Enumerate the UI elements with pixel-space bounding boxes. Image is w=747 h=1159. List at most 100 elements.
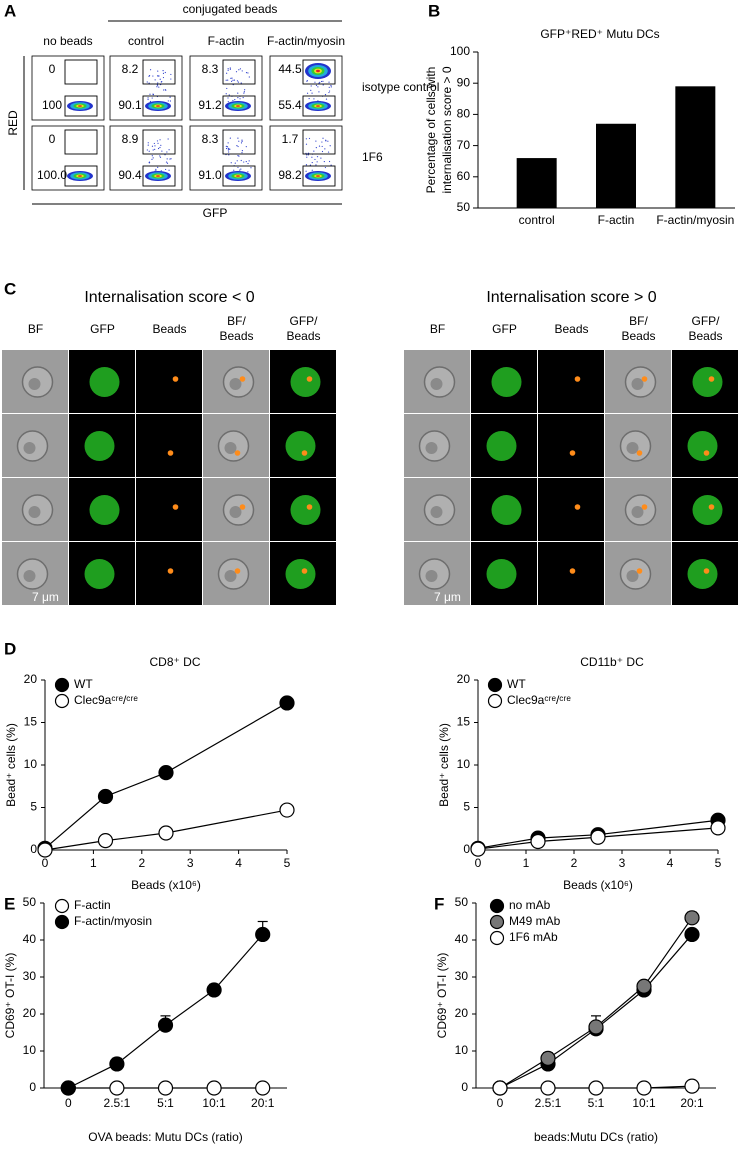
event-dot — [318, 145, 321, 147]
gfp-cell — [285, 559, 316, 589]
gate — [142, 95, 176, 117]
nucleus — [430, 506, 443, 518]
event-dot — [167, 138, 169, 140]
bead — [234, 450, 241, 456]
chart-title: GFP⁺RED⁺ Mutu DCs — [540, 27, 659, 41]
event-dot — [239, 68, 242, 70]
column-header: F-actin/myosin — [267, 34, 345, 48]
event-dot — [327, 151, 330, 153]
column-header: Beads — [554, 322, 588, 336]
event-dot — [330, 86, 332, 88]
column-header: no beads — [43, 34, 92, 48]
y-axis-label: CD69⁺ OT-I (%) — [3, 953, 17, 1039]
event-dot — [330, 84, 332, 87]
bead — [301, 450, 308, 456]
event-dot — [239, 169, 241, 171]
event-dot — [228, 151, 230, 153]
marker — [109, 1080, 125, 1096]
y-tick-label: 20 — [455, 1006, 469, 1020]
density — [316, 175, 320, 177]
event-dot — [243, 91, 245, 93]
marker — [109, 1056, 125, 1072]
y-axis-label: RED — [6, 110, 20, 136]
gate-value: 8.2 — [122, 62, 139, 76]
event-dot — [156, 86, 158, 88]
event-dot — [225, 79, 227, 81]
event-dot — [250, 167, 252, 169]
event-dot — [241, 70, 243, 72]
event-dot — [317, 86, 319, 88]
gate — [222, 59, 256, 85]
event-dot — [229, 148, 231, 150]
y-tick-label: 40 — [455, 932, 469, 946]
event-dot — [155, 168, 157, 170]
event-dot — [315, 147, 317, 149]
bead — [708, 504, 715, 510]
event-dot — [154, 148, 156, 151]
marker — [636, 1080, 652, 1096]
event-dot — [157, 166, 159, 168]
flow-plot — [109, 125, 183, 191]
gate-value: 0 — [49, 132, 56, 146]
gfp-cell — [692, 495, 723, 525]
bead — [703, 450, 710, 456]
x-tick-label: 2.5:1 — [104, 1096, 131, 1110]
event-dot — [238, 69, 240, 71]
gfp-cell — [692, 367, 723, 397]
event-dot — [328, 86, 330, 88]
density — [316, 105, 320, 107]
flow-plot — [269, 125, 343, 191]
bead — [167, 568, 174, 574]
event-dot — [241, 139, 243, 141]
gfp-cell — [84, 559, 115, 589]
gate-value: 8.3 — [202, 132, 219, 146]
event-dot — [306, 156, 308, 158]
legend-marker — [54, 914, 70, 930]
event-dot — [165, 161, 168, 163]
event-dot — [237, 97, 239, 99]
event-dot — [162, 70, 164, 72]
x-axis-label: Beads (x10⁶) — [131, 878, 201, 892]
event-dot — [245, 160, 247, 163]
event-dot — [161, 150, 163, 152]
event-dot — [159, 155, 161, 157]
panel-label: E — [4, 894, 15, 913]
y-tick-label: 50 — [23, 895, 37, 909]
x-tick-label: 0 — [475, 856, 482, 870]
legend-marker — [54, 677, 70, 693]
event-dot — [247, 162, 249, 165]
scale-bar: 7 μm — [32, 590, 59, 604]
x-axis-label: OVA beads: Mutu DCs (ratio) — [88, 1130, 243, 1144]
marker — [255, 1080, 271, 1096]
gate-value: 100.0 — [37, 168, 67, 182]
y-tick-label: 10 — [23, 1043, 37, 1057]
event-dot — [311, 169, 313, 171]
event-dot — [311, 161, 313, 164]
gfp-cell — [491, 367, 522, 397]
flow-plot — [31, 125, 105, 191]
marker — [158, 765, 174, 781]
event-dot — [237, 92, 239, 94]
event-dot — [314, 81, 316, 83]
event-dot — [241, 150, 243, 152]
event-dot — [305, 138, 307, 140]
event-dot — [148, 75, 151, 77]
event-dot — [245, 146, 247, 148]
legend-label: WT — [74, 677, 93, 691]
bead — [569, 568, 576, 574]
bead — [703, 568, 710, 574]
marker — [710, 820, 726, 836]
gate-value: 0 — [49, 62, 56, 76]
event-dot — [323, 160, 325, 163]
marker — [279, 695, 295, 711]
image-tile — [136, 478, 202, 541]
event-dot — [170, 78, 172, 80]
bead — [239, 504, 246, 510]
gate — [222, 165, 256, 187]
event-dot — [308, 137, 311, 140]
column-header: GFP — [492, 322, 517, 336]
y-tick-label: 10 — [457, 757, 471, 771]
event-dot — [233, 169, 235, 171]
bead — [167, 450, 174, 456]
event-dot — [327, 140, 329, 142]
